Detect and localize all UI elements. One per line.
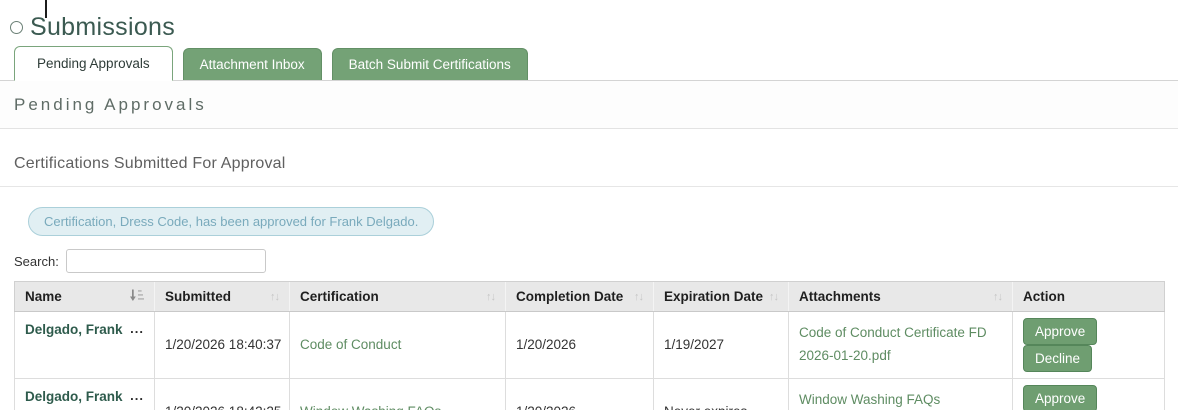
completion-date-cell: 1/20/2026 xyxy=(505,378,654,410)
tab-bar: Pending Approvals Attachment Inbox Batch… xyxy=(0,46,1178,81)
search-label: Search: xyxy=(14,253,59,269)
name-cell: Delgado, Frank ... xyxy=(14,311,155,379)
completion-date-cell: 1/20/2026 xyxy=(505,311,654,379)
sort-icon: ↑↓ xyxy=(634,290,644,303)
column-header-name[interactable]: Name xyxy=(14,281,155,312)
row-menu-icon[interactable]: ... xyxy=(130,388,144,403)
page-title: Submissions xyxy=(30,13,176,41)
submissions-table: Name Submitted ↑↓ xyxy=(14,281,1165,410)
action-cell: Approve Decline xyxy=(1012,311,1165,379)
employee-name: Delgado, Frank xyxy=(25,322,123,337)
expiration-date-cell: Never expires xyxy=(653,378,789,410)
certification-link[interactable]: Code of Conduct xyxy=(300,336,402,352)
tab-batch-submit-certifications[interactable]: Batch Submit Certifications xyxy=(331,48,528,80)
attachments-cell: Window Washing FAQs Certificate FD 2026-… xyxy=(788,378,1013,410)
action-cell: Approve Decline xyxy=(1012,378,1165,410)
sort-icon: ↑↓ xyxy=(270,290,280,303)
column-header-action: Action xyxy=(1012,281,1165,312)
name-cell: Delgado, Frank ... xyxy=(14,378,155,410)
sort-icon: ↑↓ xyxy=(486,290,496,303)
page-header: Submissions xyxy=(10,13,1178,42)
panel-heading: Pending Approvals xyxy=(0,81,1178,129)
column-header-expiration-date[interactable]: Expiration Date ↑↓ xyxy=(653,281,789,312)
table-row: Delgado, Frank ... 1/20/2026 18:42:25 Wi… xyxy=(14,378,1165,410)
certification-cell: Code of Conduct xyxy=(289,311,506,379)
attachment-link[interactable]: Code of Conduct Certificate FD 2026-01-2… xyxy=(799,325,987,363)
sort-icon: ↑↓ xyxy=(993,290,1003,303)
search-input[interactable] xyxy=(65,249,266,273)
table-row: Delgado, Frank ... 1/20/2026 18:40:37 Co… xyxy=(14,311,1165,379)
employee-name: Delgado, Frank xyxy=(25,389,123,404)
sort-desc-icon xyxy=(129,289,145,305)
expiration-date-cell: 1/19/2027 xyxy=(653,311,789,379)
table-header-row: Name Submitted ↑↓ xyxy=(14,281,1165,312)
row-menu-icon[interactable]: ... xyxy=(130,321,144,336)
submitted-cell: 1/20/2026 18:40:37 xyxy=(154,311,290,379)
column-header-certification[interactable]: Certification ↑↓ xyxy=(289,281,506,312)
section-subheading: Certifications Submitted For Approval xyxy=(0,129,1178,187)
status-notification: Certification, Dress Code, has been appr… xyxy=(28,207,435,236)
circle-bullet-icon xyxy=(10,21,23,34)
decline-button[interactable]: Decline xyxy=(1023,345,1093,372)
column-header-submitted[interactable]: Submitted ↑↓ xyxy=(154,281,290,312)
attachment-link[interactable]: Window Washing FAQs Certificate FD 2026-… xyxy=(799,392,941,408)
text-cursor-artifact xyxy=(45,0,47,18)
column-header-attachments[interactable]: Attachments ↑↓ xyxy=(788,281,1013,312)
search-row: Search: xyxy=(14,249,1164,273)
tab-pending-approvals[interactable]: Pending Approvals xyxy=(14,46,173,81)
approve-button[interactable]: Approve xyxy=(1023,318,1098,345)
column-header-completion-date[interactable]: Completion Date ↑↓ xyxy=(505,281,654,312)
attachments-cell: Code of Conduct Certificate FD 2026-01-2… xyxy=(788,311,1013,379)
certification-cell: Window Washing FAQs xyxy=(289,378,506,410)
sort-icon: ↑↓ xyxy=(769,290,779,303)
approve-button[interactable]: Approve xyxy=(1023,385,1098,410)
submitted-cell: 1/20/2026 18:42:25 xyxy=(154,378,290,410)
certification-link[interactable]: Window Washing FAQs xyxy=(300,404,441,410)
tab-attachment-inbox[interactable]: Attachment Inbox xyxy=(182,48,322,80)
